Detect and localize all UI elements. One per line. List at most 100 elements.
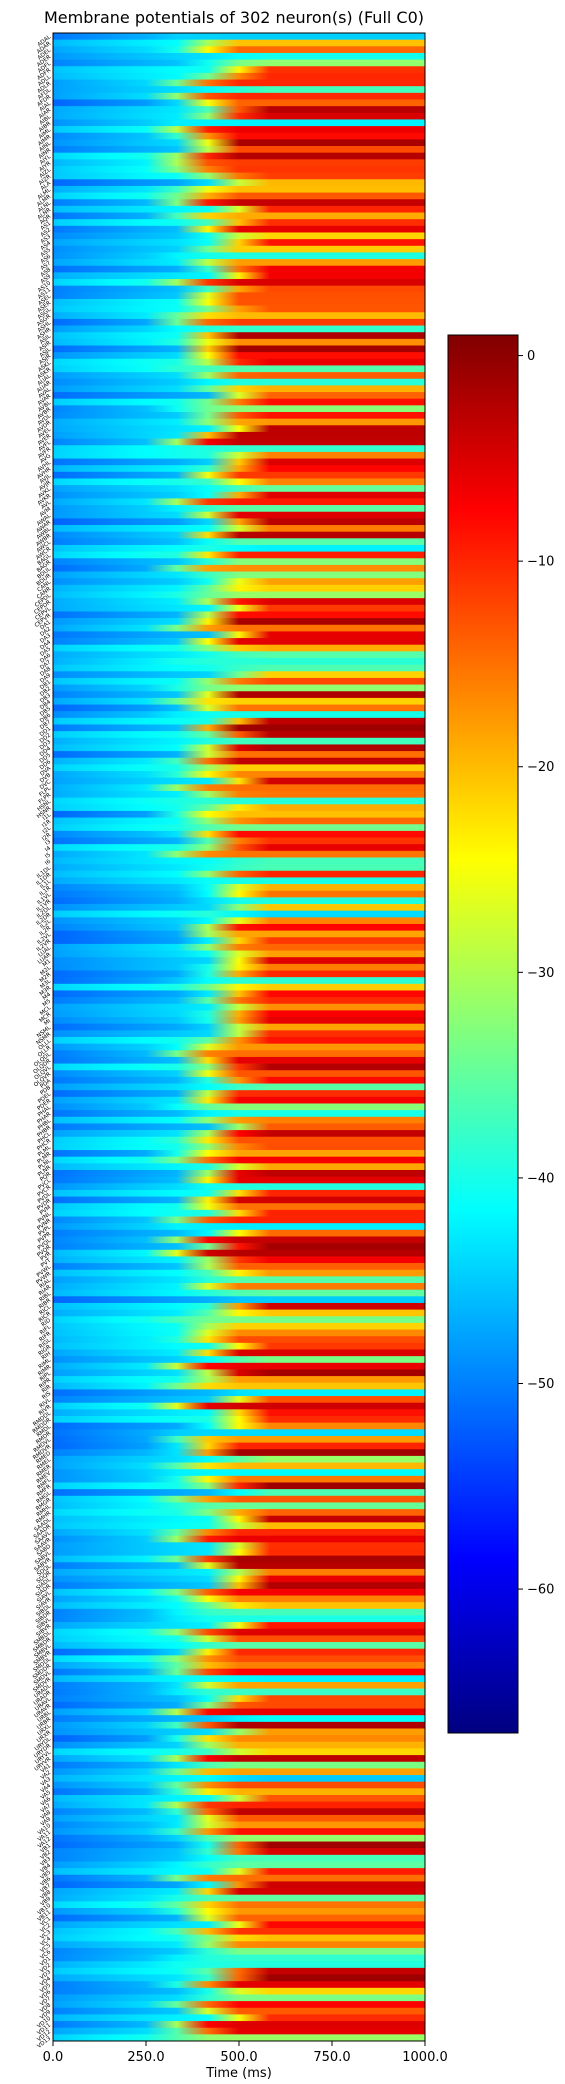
heatmap-row-da9 [53, 671, 425, 679]
heatmap-row-il1l [53, 877, 425, 885]
x-tick-label: 250.0 [127, 2050, 164, 2065]
heatmap-row-da5 [53, 644, 425, 652]
heatmap-row-va12 [53, 1834, 425, 1842]
heatmap-row-olqvr [53, 1070, 425, 1078]
heatmap-row-da6 [53, 651, 425, 659]
heatmap-row-avkr [53, 491, 425, 499]
heatmap-row-db6 [53, 711, 425, 719]
heatmap-row-va4 [53, 1781, 425, 1789]
heatmap-row-va9 [53, 1814, 425, 1822]
heatmap-row-aiyr [53, 159, 425, 167]
heatmap-row-sdql [53, 1562, 425, 1570]
heatmap-row-canr [53, 584, 425, 592]
heatmap-row-as5 [53, 245, 425, 253]
heatmap-row-vd2 [53, 1961, 425, 1969]
heatmap-row-pvr [53, 1249, 425, 1257]
heatmap-row-il2vr [53, 937, 425, 945]
heatmap-row-adlr [53, 79, 425, 87]
heatmap-row-adel [53, 46, 425, 54]
heatmap-row-avfl [53, 438, 425, 446]
heatmap-row-plml [53, 1143, 425, 1151]
heatmap-row-aiar [53, 106, 425, 114]
heatmap-row-rir [53, 1382, 425, 1390]
row-label: RIH [41, 1351, 52, 1362]
plot-frame [52, 32, 426, 2042]
heatmap-row-ribl [53, 1289, 425, 1297]
heatmap-row-vb1 [53, 1841, 425, 1849]
heatmap-row-sibvl [53, 1615, 425, 1623]
heatmap-row-flpr [53, 790, 425, 798]
heatmap-row-rmer [53, 1462, 425, 1470]
heatmap-row-rmgl [53, 1489, 425, 1497]
heatmap-row-smbdr [53, 1635, 425, 1643]
heatmap-row-sabd [53, 1542, 425, 1550]
row-label: VB9 [40, 1896, 53, 1908]
heatmap-row-avl [53, 498, 425, 506]
colorbar-tick-label: −40 [527, 1171, 554, 1186]
heatmap-row-va7 [53, 1801, 425, 1809]
heatmap-row-il2l [53, 917, 425, 925]
heatmap-row-rmel [53, 1455, 425, 1463]
heatmap-row-vd1 [53, 1954, 425, 1962]
heatmap-row-siavr [53, 1595, 425, 1603]
heatmap-row-avjl [53, 471, 425, 479]
heatmap-row-i4 [53, 844, 425, 852]
heatmap-row-pvwl [53, 1263, 425, 1271]
heatmap-row-aiml [53, 126, 425, 134]
row-label: VA1 [40, 1763, 53, 1775]
heatmap-row-va10 [53, 1821, 425, 1829]
heatmap-row-urydr [53, 1741, 425, 1749]
heatmap-row-smbvr [53, 1648, 425, 1656]
heatmap-row-avjr [53, 478, 425, 486]
heatmap-row-urxl [53, 1721, 425, 1729]
heatmap-row-m3l [53, 977, 425, 985]
row-label: VA9 [40, 1816, 53, 1828]
row-label: VC4 [40, 1936, 53, 1948]
heatmap-row-vd4 [53, 1974, 425, 1982]
heatmap-row-pvpr [53, 1229, 425, 1237]
heatmap-row-mcr [53, 1010, 425, 1018]
heatmap-row-ripr [53, 1376, 425, 1384]
heatmap-row-aimr [53, 132, 425, 140]
row-label: VB1 [40, 1843, 53, 1855]
heatmap-row-dvc [53, 777, 425, 785]
row-label: I4 [44, 845, 52, 853]
heatmap-row-pdel [53, 1090, 425, 1098]
row-label: AS4 [40, 240, 53, 252]
row-label: AS5 [40, 247, 53, 259]
heatmap-row-awar [53, 518, 425, 526]
heatmap-row-vc5 [53, 1941, 425, 1949]
heatmap-row-avfr [53, 445, 425, 453]
row-label: DVA [39, 766, 52, 778]
heatmap-row-nsmr [53, 1030, 425, 1038]
heatmap-row-alnr [53, 205, 425, 213]
heatmap-row-avbr [53, 405, 425, 413]
heatmap-row-pdb [53, 1083, 425, 1091]
heatmap-row-saadl [53, 1515, 425, 1523]
x-tick-label: 500.0 [220, 2050, 257, 2065]
heatmap-row-asir [53, 338, 425, 346]
heatmap-row-vd7 [53, 1994, 425, 2002]
heatmap-row-pqr [53, 1169, 425, 1177]
heatmap-row-pvdr [53, 1196, 425, 1204]
heatmap-row-vc1 [53, 1914, 425, 1922]
heatmap-row-aual [53, 372, 425, 380]
heatmap-row-avdl [53, 411, 425, 419]
heatmap-row-aial [53, 99, 425, 107]
heatmap-row-avar [53, 392, 425, 400]
heatmap-row-rid [53, 1316, 425, 1324]
heatmap-row-i2l [53, 824, 425, 832]
row-label: VB2 [40, 1850, 53, 1862]
row-label: M1 [42, 958, 53, 968]
row-label: I6 [44, 859, 52, 867]
row-label: VA2 [40, 1770, 52, 1781]
heatmap-row-rmddl [53, 1409, 425, 1417]
row-label: VC6 [40, 1949, 53, 1961]
heatmap-row-rifr [53, 1329, 425, 1337]
row-label: VA8 [40, 1809, 53, 1821]
heatmap-row-canl [53, 578, 425, 586]
row-label: AS3 [40, 234, 53, 246]
heatmap-row-urxr [53, 1728, 425, 1736]
heatmap-row-il1vl [53, 890, 425, 898]
